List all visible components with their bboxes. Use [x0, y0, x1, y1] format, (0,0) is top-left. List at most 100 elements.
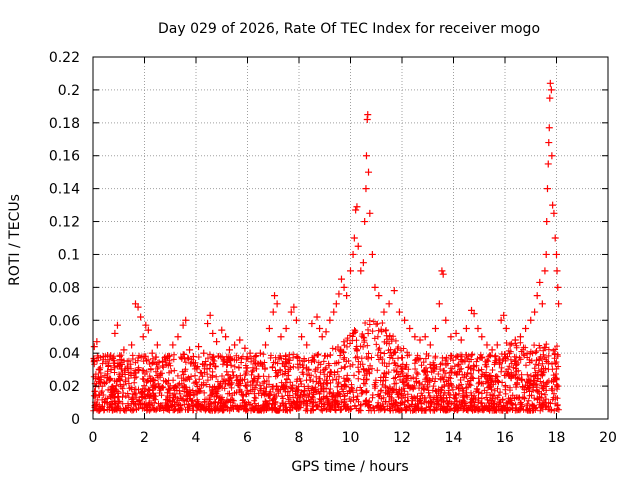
data-point: [265, 325, 273, 332]
data-point: [148, 349, 156, 357]
data-point: [497, 316, 505, 324]
data-point: [426, 341, 434, 349]
data-point: [292, 316, 300, 324]
data-point: [332, 300, 340, 308]
data-point: [546, 79, 554, 87]
roti-sample-band: [90, 317, 562, 414]
data-point: [298, 333, 306, 341]
data-point: [209, 329, 217, 337]
data-point: [262, 341, 270, 349]
y-tick-label: 0.02: [49, 379, 80, 395]
data-point: [218, 326, 226, 334]
x-tick-label: 12: [393, 430, 411, 446]
data-point: [421, 333, 429, 341]
y-tick-label: 0: [71, 412, 80, 428]
data-point: [401, 316, 409, 324]
data-point: [364, 111, 372, 119]
data-point: [246, 349, 254, 357]
y-tick-label: 0.18: [49, 116, 80, 132]
data-point: [352, 206, 360, 214]
data-point: [318, 333, 326, 341]
data-point: [483, 341, 491, 349]
data-point: [350, 234, 358, 242]
data-point: [380, 308, 388, 316]
data-point: [225, 346, 233, 354]
data-point: [406, 325, 414, 332]
data-point: [179, 321, 187, 329]
data-point: [164, 352, 172, 360]
data-point: [200, 349, 208, 357]
data-point: [362, 152, 370, 160]
data-point: [326, 316, 334, 324]
data-point: [347, 267, 354, 275]
data-point: [546, 94, 554, 102]
data-point: [103, 374, 111, 382]
data-point: [548, 152, 556, 160]
x-tick-label: 20: [599, 430, 617, 446]
data-point: [452, 329, 460, 337]
data-point: [544, 160, 552, 168]
data-point: [366, 209, 374, 217]
data-point: [236, 336, 244, 344]
data-point: [316, 325, 324, 332]
data-point: [547, 86, 555, 94]
data-point: [447, 333, 455, 341]
data-point: [271, 292, 279, 300]
data-point: [435, 300, 443, 308]
data-point: [313, 313, 321, 321]
data-point: [349, 250, 357, 258]
data-point: [330, 308, 338, 316]
data-point: [545, 139, 553, 147]
data-point: [353, 203, 361, 211]
x-axis-label: GPS time / hours: [291, 459, 408, 475]
data-point: [527, 316, 535, 324]
data-point: [182, 316, 190, 324]
data-point: [124, 364, 132, 372]
data-point: [550, 209, 558, 217]
data-point: [543, 218, 551, 226]
data-point: [511, 336, 519, 344]
data-point: [174, 333, 182, 341]
data-point: [543, 185, 551, 193]
data-point: [251, 352, 259, 360]
data-point: [206, 311, 214, 319]
data-point: [95, 366, 103, 374]
y-axis-label: ROTI / TECUs: [7, 194, 23, 286]
data-point: [516, 333, 524, 341]
data-point: [354, 242, 362, 250]
x-tick-label: 14: [445, 430, 463, 446]
data-point: [439, 270, 447, 278]
x-tick-label: 4: [192, 430, 201, 446]
data-point: [335, 290, 343, 298]
data-point: [493, 341, 501, 349]
data-point: [488, 346, 496, 354]
data-point: [128, 341, 136, 349]
data-point: [134, 303, 142, 311]
data-point: [120, 346, 128, 354]
data-point: [303, 341, 311, 349]
grid: [93, 57, 608, 419]
data-point: [365, 168, 373, 176]
data-point: [111, 329, 119, 337]
data-point: [462, 325, 470, 332]
data-point: [522, 325, 530, 332]
data-point: [231, 341, 239, 349]
data-point: [153, 341, 161, 349]
data-point: [169, 341, 177, 349]
y-tick-label: 0.1: [58, 247, 80, 263]
chart-title: Day 029 of 2026, Rate Of TEC Index for r…: [158, 21, 540, 37]
data-point: [506, 341, 514, 349]
data-point: [457, 336, 465, 344]
data-point: [553, 250, 560, 258]
y-tick-label: 0.14: [49, 182, 80, 198]
data-point: [361, 218, 369, 226]
data-point: [536, 278, 544, 286]
data-point: [322, 328, 330, 336]
x-tick-label: 10: [342, 430, 360, 446]
data-band: [90, 317, 562, 414]
data-point: [269, 308, 277, 316]
data-point: [551, 234, 559, 242]
data-point: [368, 250, 376, 258]
data-point: [256, 349, 264, 357]
data-point: [541, 267, 549, 275]
